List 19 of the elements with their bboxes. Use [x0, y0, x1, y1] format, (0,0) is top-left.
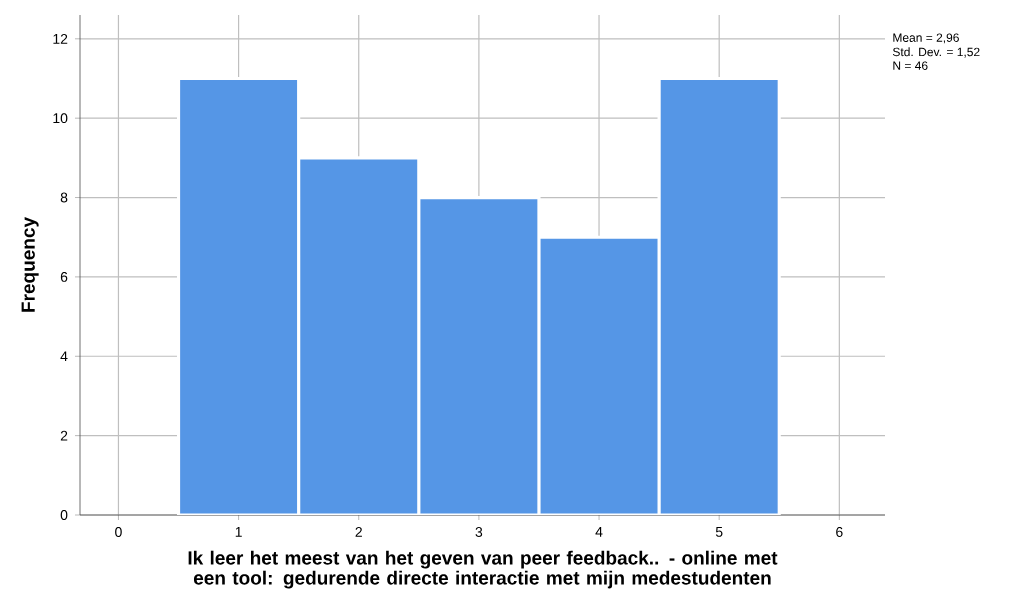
x-tick-label: 6 [836, 527, 843, 537]
text: N = 46 [893, 61, 928, 70]
y-tick-label: 0 [60, 510, 68, 520]
text: Std. Dev. = 1,52 [892, 47, 980, 58]
y-axis-title: Frequency [21, 217, 39, 312]
text: Mean = 2,96 [893, 33, 959, 44]
x-axis-title: Ik leer het meest van het geven van peer feedback.. - online met een tool: gedurende directe interactie met mijn medestudenten [188, 550, 778, 589]
x-tick-label: 1 [235, 527, 242, 537]
y-tick-label: 8 [60, 192, 68, 203]
x-tick-label: 0 [115, 527, 122, 537]
y-tick-label: 6 [60, 271, 68, 282]
x-tick-label: 4 [595, 527, 603, 537]
y-tick-label: 4 [60, 351, 68, 362]
y-tick-label: 10 [53, 113, 68, 124]
y-tick-label: 12 [53, 33, 68, 44]
y-tick-label: 2 [60, 430, 68, 441]
x-tick-label: 5 [715, 527, 723, 537]
x-tick-label: 2 [355, 527, 362, 537]
x-tick-label: 3 [475, 527, 483, 537]
